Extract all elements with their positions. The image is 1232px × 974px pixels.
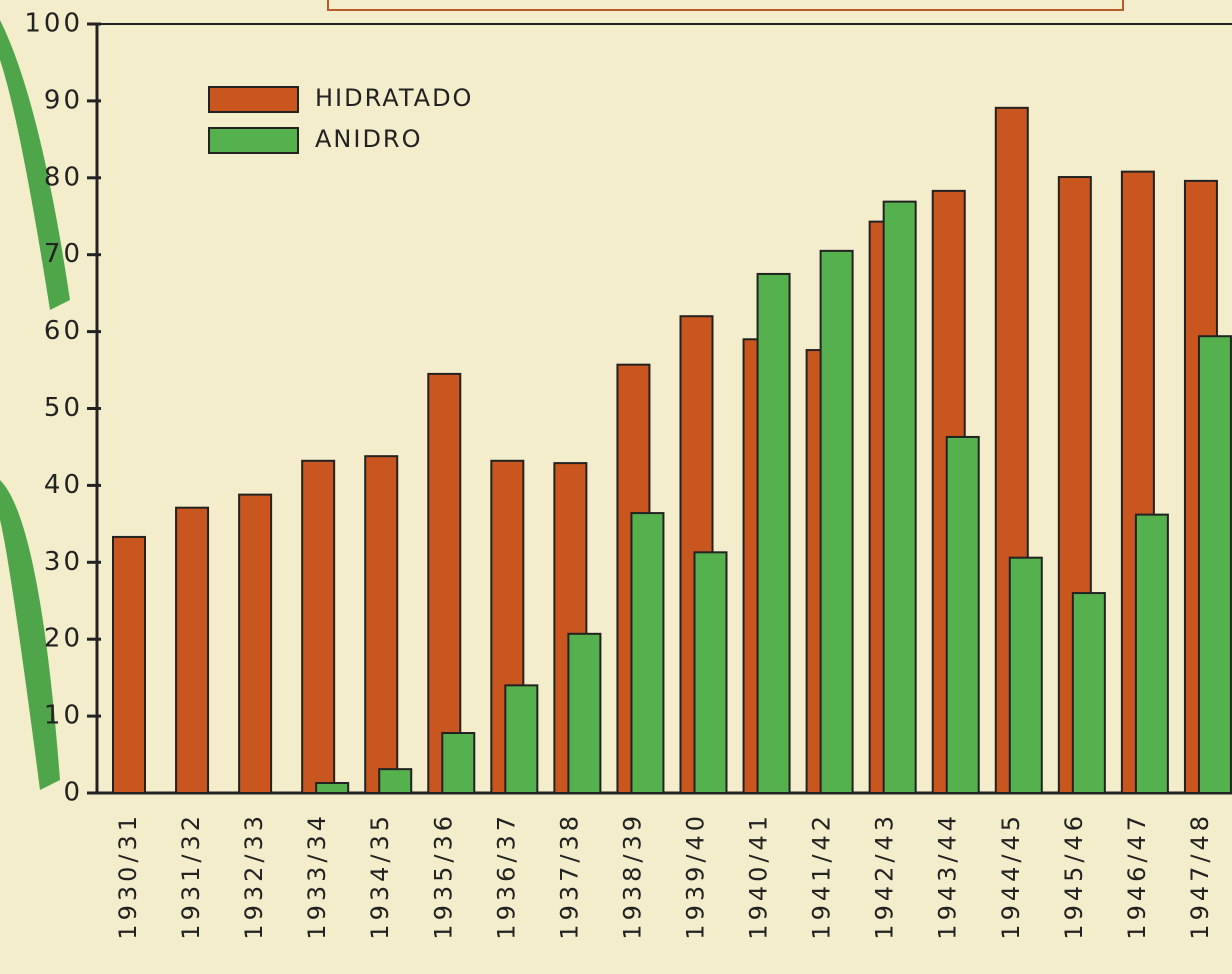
x-tick-label: 1936/37	[492, 812, 520, 940]
bar	[567, 632, 602, 795]
bar	[819, 249, 854, 795]
x-tick-label: 1945/46	[1060, 812, 1088, 940]
bar	[882, 200, 917, 795]
x-tick-label: 1932/33	[240, 812, 268, 940]
x-tick-label: 1941/42	[808, 812, 836, 940]
bar	[945, 435, 980, 794]
x-tick-label: 1940/41	[745, 812, 773, 940]
bar	[364, 455, 399, 794]
x-tick-label: 1943/44	[934, 812, 962, 940]
bar	[301, 459, 336, 794]
x-tick-label: 1934/35	[366, 812, 394, 940]
bar	[693, 551, 728, 794]
legend-label: ANIDRO	[315, 125, 423, 153]
x-tick-label: 1944/45	[997, 812, 1025, 940]
x-tick-label: 1931/32	[177, 812, 205, 940]
bar	[238, 493, 273, 794]
x-tick-label: 1933/34	[303, 812, 331, 940]
bar	[441, 732, 476, 795]
bar	[1071, 592, 1106, 794]
y-tick-label: 50	[44, 393, 83, 423]
x-tick-label: 1937/38	[555, 812, 583, 940]
bar	[1008, 556, 1043, 794]
x-tick-label: 1938/39	[618, 812, 646, 940]
x-tick-label: 1939/40	[682, 812, 710, 940]
x-tick-label: 1942/43	[871, 812, 899, 940]
decoration	[0, 20, 70, 790]
decoration	[327, 0, 1124, 11]
y-tick-label: 30	[44, 547, 83, 577]
bar	[756, 272, 791, 794]
x-tick-label: 1930/31	[114, 812, 142, 940]
bar	[112, 535, 146, 794]
y-tick-label: 20	[44, 624, 83, 654]
y-tick-label: 70	[44, 239, 83, 269]
bar	[1134, 513, 1169, 794]
legend-label: HIDRATADO	[315, 84, 473, 112]
legend-swatch	[208, 127, 299, 154]
bar	[504, 684, 539, 795]
bar	[1197, 335, 1232, 794]
x-tick-label: 1946/47	[1123, 812, 1151, 940]
bar	[378, 768, 413, 795]
legend-swatch	[208, 86, 299, 113]
y-tick-label: 80	[44, 162, 83, 192]
y-tick-label: 60	[44, 316, 83, 346]
bar	[315, 782, 350, 794]
x-tick-label: 1935/36	[429, 812, 457, 940]
y-tick-label: 40	[44, 470, 83, 500]
bar	[630, 512, 665, 794]
y-tick-label: 10	[44, 701, 83, 731]
x-tick-label: 1947/48	[1186, 812, 1214, 940]
bar	[175, 506, 210, 794]
y-tick-label: 100	[24, 9, 83, 39]
bar	[427, 372, 462, 794]
y-tick-label: 0	[63, 778, 83, 808]
y-tick-label: 90	[44, 85, 83, 115]
